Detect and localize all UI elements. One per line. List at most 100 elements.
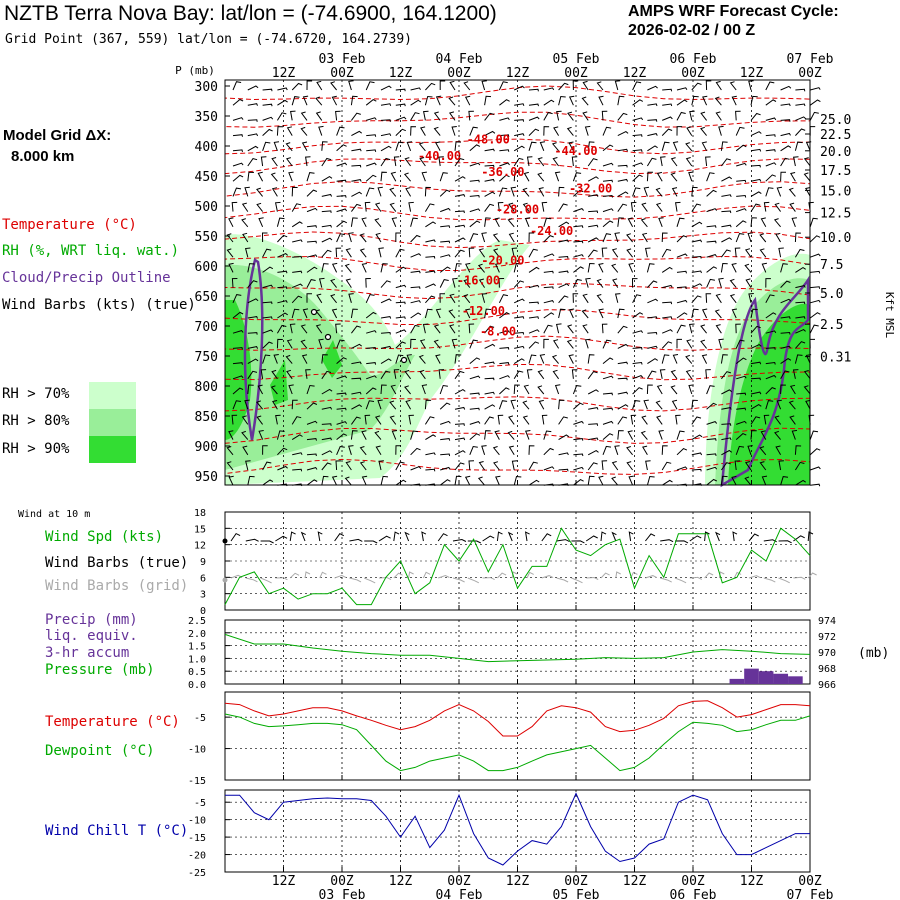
wind-barb: [809, 111, 819, 121]
top-time-axis-hour-label: 12Z: [389, 66, 413, 81]
wind-barb: [395, 128, 406, 136]
wind-barb: [660, 156, 666, 167]
wind-barb: [390, 384, 397, 395]
wind-barb: [573, 225, 584, 228]
wind-barb: [632, 134, 643, 137]
wind-barb: [247, 119, 258, 122]
wind-barb: [765, 99, 777, 106]
wind-barb: [795, 267, 806, 273]
wind-barb: [262, 479, 274, 486]
wind-barb: [274, 201, 281, 212]
wind-barb: [628, 475, 634, 486]
wind-barb: [632, 347, 643, 350]
wind-barb: [558, 283, 570, 289]
wind-barb: [247, 171, 254, 182]
pressure-right-tick-label: 966: [818, 680, 836, 691]
wind-barb: [418, 354, 426, 364]
wind-barb: [331, 95, 338, 106]
wind-barb: [744, 263, 752, 273]
isotherm-label: -24.00: [530, 224, 573, 238]
wind-barb: [277, 270, 288, 274]
grid-wind-barb: [334, 574, 347, 579]
wind-barb: [291, 96, 300, 106]
wind-barb: [656, 171, 663, 182]
wind-barb: [721, 158, 731, 167]
wind-barb: [336, 233, 345, 243]
wind-barb: [241, 218, 249, 228]
wind-barb: [809, 430, 819, 440]
wind-barb: [700, 126, 707, 136]
precip-panel-tick-label: 1.0: [188, 654, 206, 665]
surface-calm-marker: [222, 538, 228, 544]
wind-barb: [617, 416, 628, 425]
wind-barb: [641, 202, 648, 212]
wind-barb: [646, 475, 655, 486]
label-liq-equiv: liq. equiv.: [45, 628, 138, 644]
wind-barb: [285, 142, 293, 152]
wind-barb: [508, 232, 515, 243]
wind-barb: [242, 445, 249, 456]
wind-barb: [543, 447, 554, 456]
wind-barb: [469, 162, 481, 167]
wind-barb: [631, 278, 638, 288]
wind-barb: [573, 254, 584, 258]
wind-barb: [478, 248, 486, 258]
height-tick-label: 2.5: [820, 318, 843, 333]
windchill-line: [225, 792, 810, 866]
wind-barb: [602, 194, 613, 198]
legend-temperature: Temperature (°C): [2, 217, 137, 233]
wind-barb: [528, 461, 538, 471]
surface-wind-barb: [689, 535, 702, 542]
wind-barb: [439, 80, 446, 90]
wind-barb: [440, 466, 451, 471]
wind-barb: [232, 117, 244, 121]
wind-barb: [676, 466, 688, 471]
wind-barb: [803, 172, 811, 182]
wind-barb: [380, 280, 391, 288]
wind-barb: [571, 156, 578, 167]
wind-barb: [351, 112, 361, 121]
wind-barb: [395, 354, 404, 364]
pressure-line: [224, 633, 811, 663]
legend-rh: RH (%, WRT liq. wat.): [2, 243, 180, 259]
wind-barb: [361, 217, 367, 228]
wind-barb: [734, 460, 741, 471]
grid-wind-barb: [482, 577, 495, 581]
wind-barb: [780, 263, 788, 273]
wind-barb: [300, 339, 308, 349]
wind-barb: [676, 253, 688, 258]
wind-barb: [750, 361, 762, 365]
wind-barb: [558, 308, 566, 319]
wind-barb: [463, 294, 471, 304]
wind-barb: [759, 461, 767, 471]
wind-barb: [566, 126, 574, 136]
wind-barb: [700, 324, 707, 334]
wind-barb: [315, 111, 323, 121]
wind-barb: [670, 157, 678, 167]
wind-barb: [809, 126, 816, 136]
wind-barb: [765, 387, 776, 395]
wind-barb: [602, 162, 614, 167]
bottom-time-axis-date-label: 07 Feb: [787, 888, 834, 900]
wind-barb: [632, 162, 644, 167]
wind-barb: [499, 134, 510, 137]
wind-barb: [761, 475, 768, 486]
wind-barb: [484, 203, 495, 212]
wind-barb: [765, 117, 777, 121]
surface-wind-barb: [437, 533, 448, 542]
wind-barb: [691, 308, 699, 319]
wind-barb: [425, 434, 436, 441]
wind-barb: [538, 399, 545, 410]
wind-barb: [469, 220, 481, 228]
wind-barb: [541, 201, 548, 212]
wind-barb: [721, 224, 732, 228]
top-time-axis-hour-label: 00Z: [681, 66, 705, 81]
wind-barb: [316, 80, 323, 91]
wind-barb: [359, 248, 367, 258]
wind-barb: [587, 262, 595, 273]
surface-wind-barb: [245, 538, 259, 542]
wind-barb: [809, 312, 821, 319]
wind-barb: [364, 201, 371, 212]
wind-barb: [735, 357, 747, 364]
wind-barb: [262, 88, 273, 92]
